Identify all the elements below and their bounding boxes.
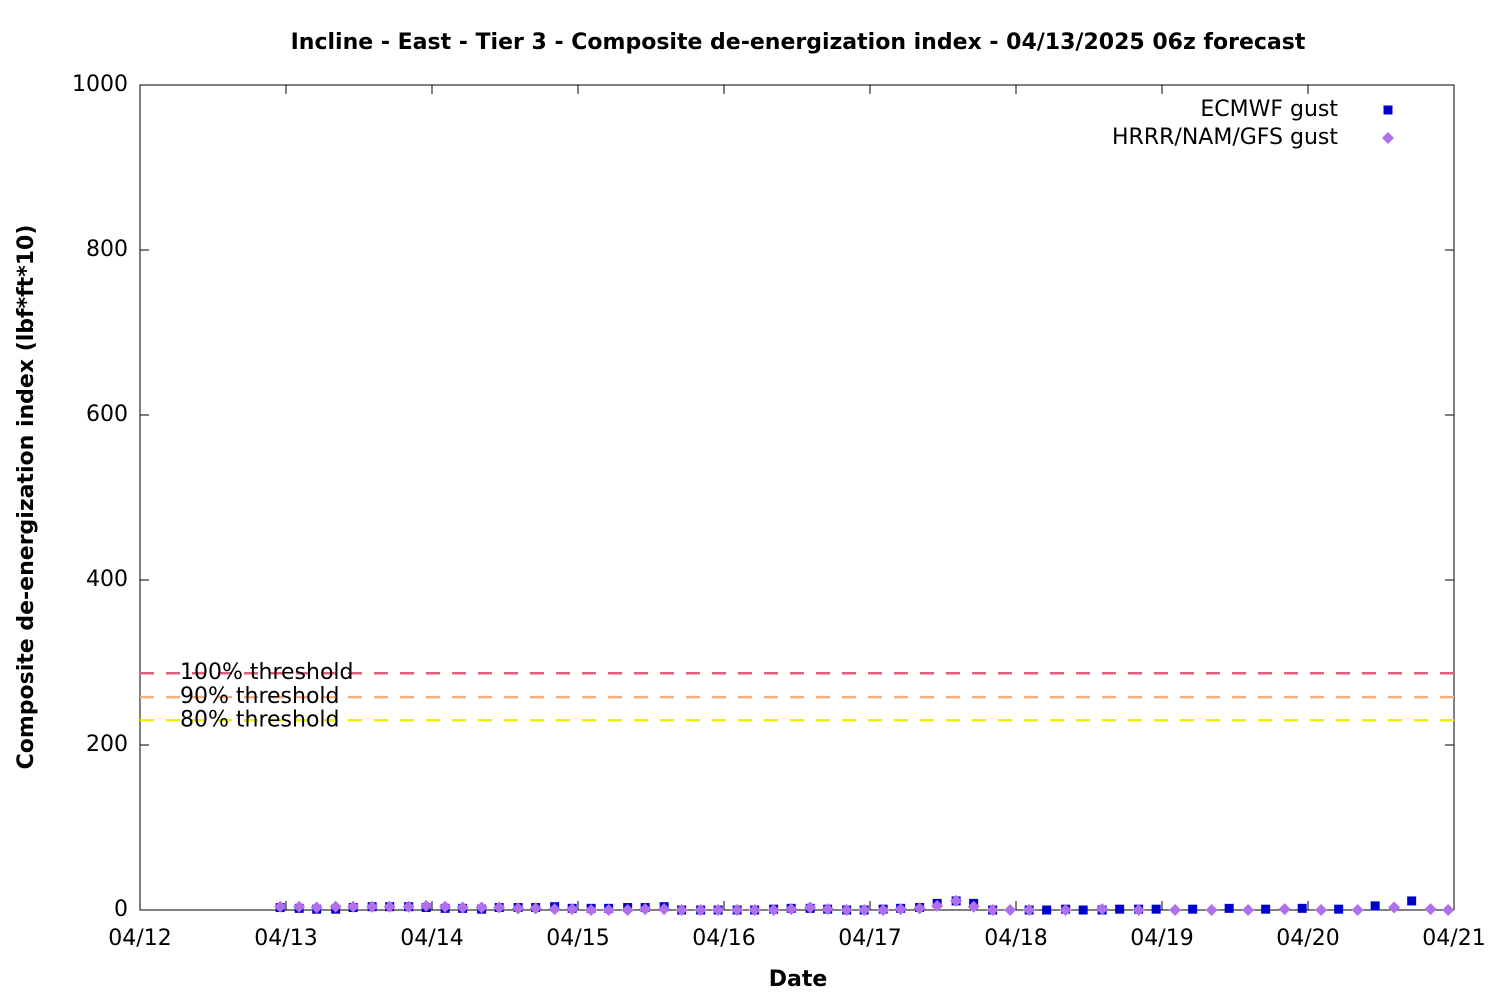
y-tick-label: 800 xyxy=(86,237,128,262)
data-point xyxy=(639,903,652,916)
data-point xyxy=(621,904,634,916)
data-point xyxy=(493,901,506,914)
data-point xyxy=(1078,905,1088,915)
legend-label: ECMWF gust xyxy=(1200,97,1338,122)
data-point xyxy=(858,904,871,916)
data-point xyxy=(1004,904,1017,916)
data-point xyxy=(731,904,744,916)
data-point xyxy=(675,904,688,916)
y-tick-label: 400 xyxy=(86,567,128,592)
x-tick-label: 04/13 xyxy=(254,926,317,951)
data-point xyxy=(1334,904,1344,914)
plot-frame xyxy=(139,84,1455,911)
x-tick-label: 04/19 xyxy=(1130,926,1193,951)
data-point xyxy=(512,902,525,915)
data-point xyxy=(420,899,433,912)
data-point xyxy=(1407,896,1417,906)
data-point xyxy=(1351,904,1364,916)
data-point xyxy=(1278,903,1291,916)
data-point xyxy=(967,900,980,913)
y-tick-label: 0 xyxy=(114,897,128,922)
x-tick-label: 04/18 xyxy=(984,926,1047,951)
data-point xyxy=(821,903,834,916)
data-point xyxy=(1424,903,1437,916)
data-point xyxy=(1261,904,1271,914)
legend-marker xyxy=(1383,105,1393,115)
data-point xyxy=(804,901,817,914)
data-point xyxy=(1023,904,1036,916)
data-point xyxy=(748,904,761,916)
data-point xyxy=(310,901,323,914)
data-point xyxy=(1151,904,1161,914)
data-point xyxy=(1115,904,1125,914)
data-point xyxy=(1096,903,1109,916)
data-point xyxy=(1132,904,1145,916)
data-point xyxy=(877,904,890,916)
x-tick-label: 04/12 xyxy=(108,926,171,951)
data-point xyxy=(1388,901,1401,914)
data-point xyxy=(767,904,780,916)
data-point xyxy=(950,894,963,907)
y-tick-label: 600 xyxy=(86,402,128,427)
data-point xyxy=(913,902,926,915)
data-point xyxy=(694,904,707,916)
data-point xyxy=(329,900,342,913)
legend-marker xyxy=(1382,132,1394,144)
data-point xyxy=(585,904,598,916)
data-point xyxy=(658,903,671,916)
chart-title: Incline - East - Tier 3 - Composite de-e… xyxy=(291,30,1306,55)
data-point xyxy=(1297,903,1307,913)
data-point xyxy=(456,901,469,914)
data-point xyxy=(1224,903,1234,913)
data-point xyxy=(785,903,798,916)
data-point xyxy=(402,900,415,913)
data-point xyxy=(366,900,379,913)
threshold-label: 80% threshold xyxy=(180,707,340,732)
data-point xyxy=(1205,904,1218,916)
data-point xyxy=(274,900,287,913)
data-point xyxy=(475,901,488,914)
threshold-label: 90% threshold xyxy=(180,684,340,709)
data-point xyxy=(548,903,561,916)
data-point xyxy=(529,902,542,915)
data-point xyxy=(712,904,725,916)
data-point xyxy=(986,904,999,916)
data-point xyxy=(1242,904,1255,916)
data-point xyxy=(602,904,615,916)
legend-label: HRRR/NAM/GFS gust xyxy=(1112,125,1338,150)
threshold-label: 100% threshold xyxy=(180,660,354,685)
data-point xyxy=(383,900,396,913)
y-tick-label: 1000 xyxy=(72,72,128,97)
data-point xyxy=(894,903,907,916)
data-point xyxy=(1042,905,1052,915)
x-tick-label: 04/16 xyxy=(692,926,755,951)
data-point xyxy=(1442,904,1455,916)
data-point xyxy=(931,899,944,912)
data-point xyxy=(840,904,853,916)
x-tick-label: 04/20 xyxy=(1276,926,1339,951)
data-point xyxy=(566,903,579,916)
data-point xyxy=(1169,904,1182,916)
data-point xyxy=(439,900,452,913)
data-point xyxy=(293,900,306,913)
data-point xyxy=(347,900,360,913)
data-point xyxy=(1059,904,1072,916)
data-point xyxy=(1188,904,1198,914)
x-tick-label: 04/17 xyxy=(838,926,901,951)
x-axis-label: Date xyxy=(769,967,828,992)
x-tick-label: 04/15 xyxy=(546,926,609,951)
y-tick-label: 200 xyxy=(86,732,128,757)
data-point xyxy=(1370,901,1380,911)
data-point xyxy=(1315,904,1328,916)
x-tick-label: 04/14 xyxy=(400,926,463,951)
x-tick-label: 04/21 xyxy=(1422,926,1485,951)
y-axis-label: Composite de-energization index (lbf*ft*… xyxy=(14,225,39,770)
